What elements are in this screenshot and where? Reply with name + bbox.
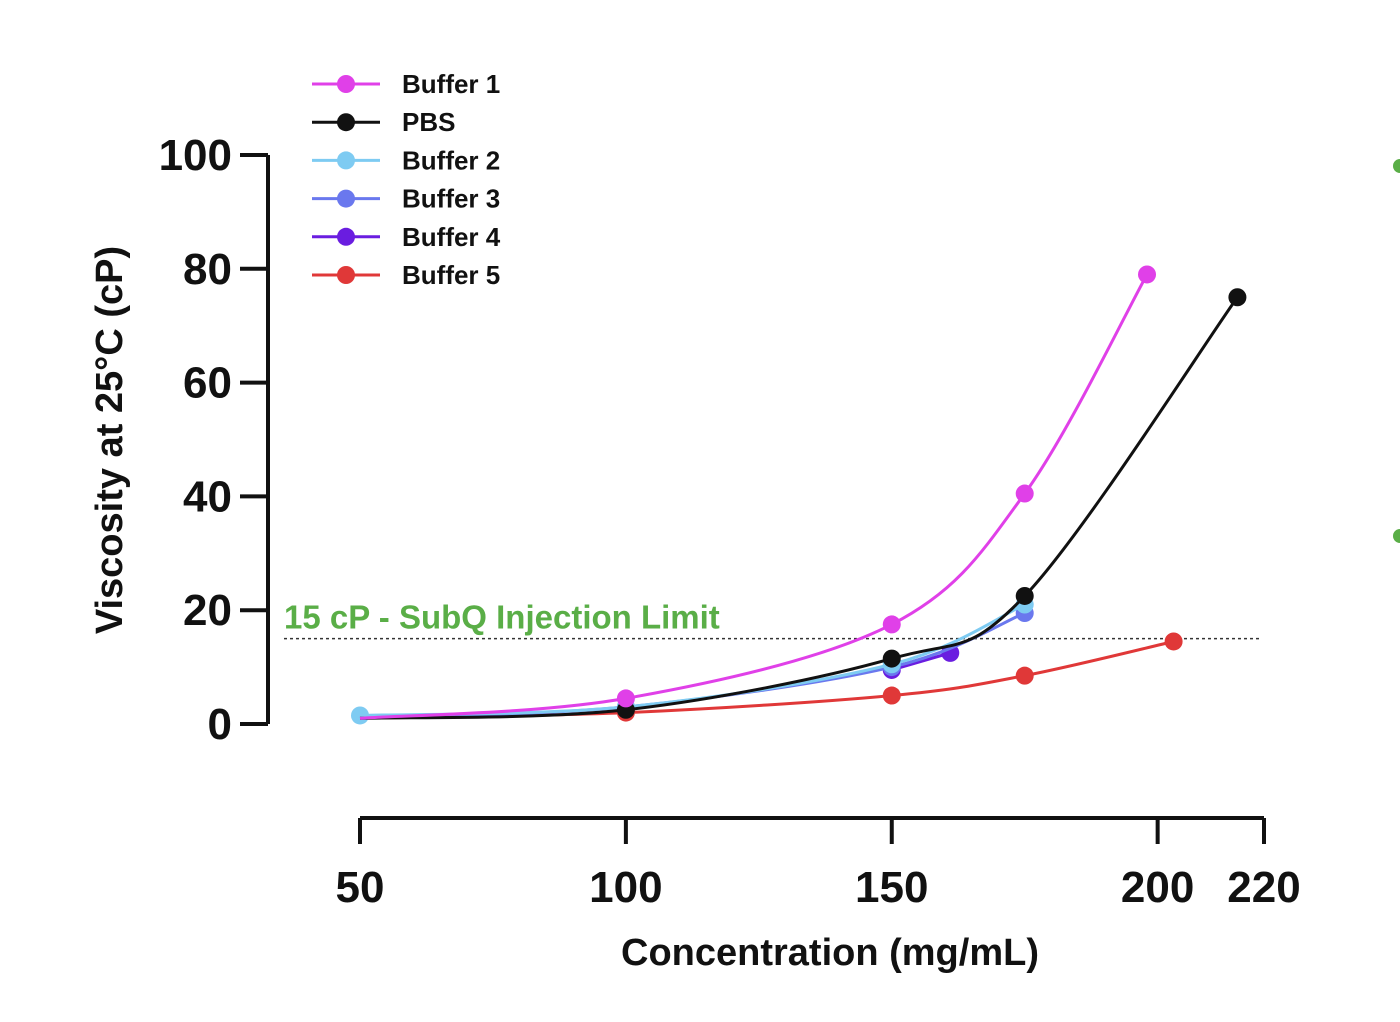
data-point-pbs bbox=[1015, 586, 1034, 605]
legend: Buffer 1 PBS Buffer 2 Buffer 3 Buffer 4 Buffe… bbox=[312, 69, 501, 290]
y-tick-label: 60 bbox=[183, 359, 232, 408]
series-buffer-1 bbox=[359, 265, 1157, 720]
data-point-buffer-5 bbox=[1015, 666, 1034, 685]
y-tick-label: 0 bbox=[208, 700, 232, 749]
y-axis: 0 20 40 60 80 100 bbox=[159, 131, 270, 749]
reference-line-group: 15 cP - SubQ Injection Limit bbox=[284, 599, 1262, 640]
legend-item-buffer-5: Buffer 5 bbox=[312, 260, 500, 290]
legend-swatch-marker bbox=[337, 75, 355, 93]
data-point-buffer-1 bbox=[1138, 265, 1157, 284]
legend-swatch-marker bbox=[337, 113, 355, 132]
legend-label: Buffer 2 bbox=[402, 145, 500, 175]
legend-swatch-marker bbox=[337, 227, 355, 246]
data-point-buffer-4 bbox=[941, 643, 960, 662]
series-pbs bbox=[359, 288, 1247, 720]
legend-swatch-marker bbox=[337, 189, 355, 208]
legend-label: Buffer 5 bbox=[402, 260, 500, 290]
series-line-buffer-1 bbox=[359, 273, 1149, 720]
data-point-buffer-1 bbox=[1015, 484, 1034, 503]
series-line-pbs bbox=[359, 296, 1239, 720]
y-axis-title: Viscosity at 25°C (cP) bbox=[89, 246, 131, 634]
y-tick-label: 20 bbox=[183, 586, 232, 635]
data-point-pbs bbox=[1228, 288, 1247, 307]
legend-label: Buffer 1 bbox=[402, 69, 500, 99]
data-point-buffer-5 bbox=[1164, 632, 1183, 651]
series-group bbox=[351, 265, 1247, 725]
legend-label: PBS bbox=[402, 107, 455, 137]
data-point-buffer-2 bbox=[351, 706, 369, 725]
legend-item-buffer-1: Buffer 1 bbox=[312, 69, 500, 99]
legend-label: Buffer 4 bbox=[402, 222, 501, 252]
legend-item-buffer-4: Buffer 4 bbox=[312, 222, 501, 252]
series-line-buffer-5 bbox=[359, 640, 1174, 720]
legend-item-buffer-2: Buffer 2 bbox=[312, 145, 500, 175]
subq-limit-label: 15 cP - SubQ Injection Limit bbox=[284, 599, 720, 636]
legend-item-pbs: PBS bbox=[312, 107, 455, 137]
data-point-buffer-1 bbox=[616, 689, 635, 708]
x-tick-label: 150 bbox=[855, 863, 928, 912]
x-tick-label: 200 bbox=[1121, 863, 1194, 912]
x-tick-label: 100 bbox=[589, 863, 662, 912]
y-tick-label: 40 bbox=[183, 472, 232, 521]
edge-marker bbox=[1393, 529, 1400, 543]
edge-marker bbox=[1393, 159, 1400, 173]
legend-swatch-marker bbox=[337, 266, 355, 284]
x-tick-label: 220 bbox=[1227, 863, 1300, 912]
y-tick-label: 80 bbox=[183, 245, 232, 294]
legend-swatch-marker bbox=[337, 151, 355, 170]
legend-label: Buffer 3 bbox=[402, 184, 500, 214]
x-axis-title: Concentration (mg/mL) bbox=[621, 932, 1039, 974]
legend-item-buffer-3: Buffer 3 bbox=[312, 184, 500, 214]
y-tick-label: 100 bbox=[159, 131, 232, 180]
x-axis: 50 100 150 200 220 bbox=[336, 816, 1301, 912]
data-point-buffer-5 bbox=[882, 686, 901, 705]
x-tick-label: 50 bbox=[336, 863, 385, 912]
data-point-pbs bbox=[882, 649, 901, 668]
series-buffer-5 bbox=[359, 632, 1183, 722]
data-point-buffer-1 bbox=[882, 615, 901, 634]
